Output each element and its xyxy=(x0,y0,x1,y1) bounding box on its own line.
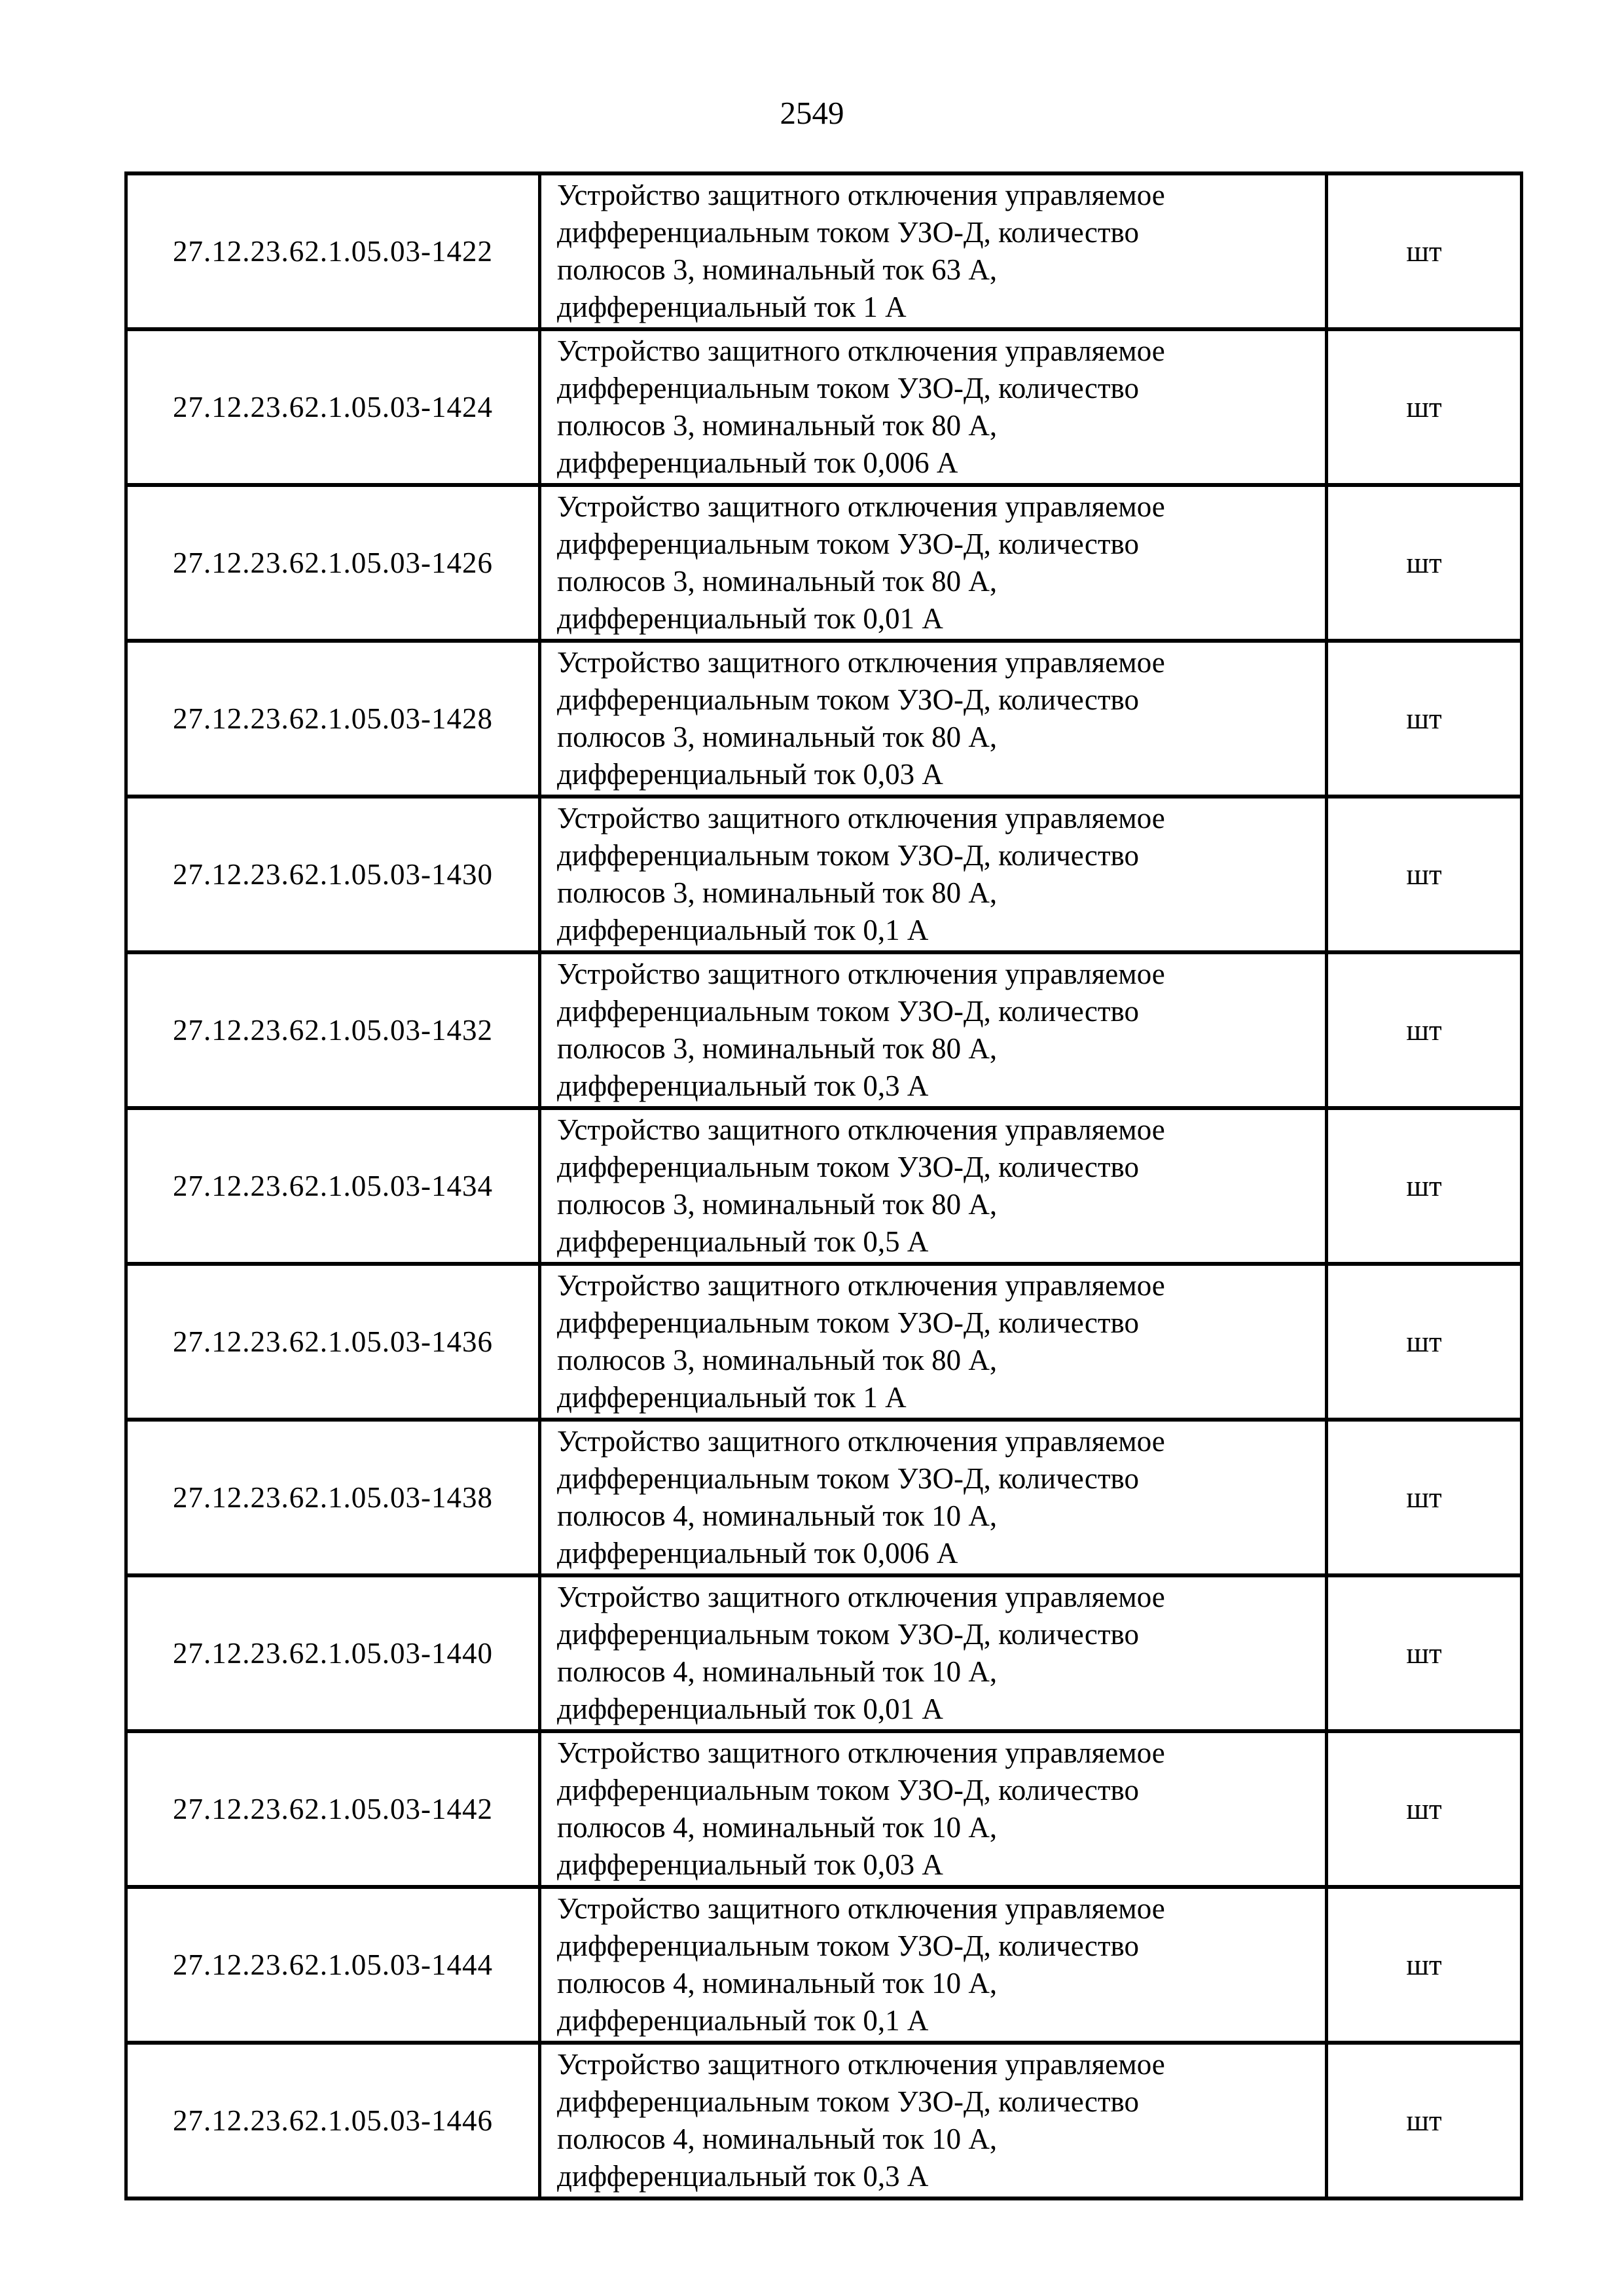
row-unit-cell: шт xyxy=(1325,1729,1523,1889)
table-row: 27.12.23.62.1.05.03-1432 Устройство защи… xyxy=(124,950,1523,1110)
row-description-cell: Устройство защитного отключения управляе… xyxy=(538,1573,1328,1733)
row-code-cell: 27.12.23.62.1.05.03-1432 xyxy=(124,950,541,1110)
row-description-cell: Устройство защитного отключения управляе… xyxy=(538,1418,1328,1577)
row-code-cell: 27.12.23.62.1.05.03-1438 xyxy=(124,1418,541,1577)
page-number: 2549 xyxy=(780,95,844,131)
table-row: 27.12.23.62.1.05.03-1422 Устройство защи… xyxy=(124,171,1523,331)
row-code-cell: 27.12.23.62.1.05.03-1440 xyxy=(124,1573,541,1733)
row-code-cell: 27.12.23.62.1.05.03-1428 xyxy=(124,639,541,798)
table-row: 27.12.23.62.1.05.03-1444 Устройство защи… xyxy=(124,1885,1523,2045)
row-unit-cell: шт xyxy=(1325,171,1523,331)
row-code-cell: 27.12.23.62.1.05.03-1422 xyxy=(124,171,541,331)
row-unit-cell: шт xyxy=(1325,2041,1523,2200)
row-description-cell: Устройство защитного отключения управляе… xyxy=(538,1262,1328,1422)
row-description-cell: Устройство защитного отключения управляе… xyxy=(538,2041,1328,2200)
table-row: 27.12.23.62.1.05.03-1446 Устройство защи… xyxy=(124,2041,1523,2200)
row-description-cell: Устройство защитного отключения управляе… xyxy=(538,795,1328,954)
row-unit-cell: шт xyxy=(1325,327,1523,487)
row-unit-cell: шт xyxy=(1325,950,1523,1110)
table-row: 27.12.23.62.1.05.03-1426 Устройство защи… xyxy=(124,483,1523,643)
row-unit-cell: шт xyxy=(1325,1885,1523,2045)
table-row: 27.12.23.62.1.05.03-1428 Устройство защи… xyxy=(124,639,1523,798)
table-row: 27.12.23.62.1.05.03-1438 Устройство защи… xyxy=(124,1418,1523,1577)
row-description-cell: Устройство защитного отключения управляе… xyxy=(538,950,1328,1110)
row-code-cell: 27.12.23.62.1.05.03-1446 xyxy=(124,2041,541,2200)
table-row: 27.12.23.62.1.05.03-1442 Устройство защи… xyxy=(124,1729,1523,1889)
row-code-cell: 27.12.23.62.1.05.03-1444 xyxy=(124,1885,541,2045)
table-row: 27.12.23.62.1.05.03-1430 Устройство защи… xyxy=(124,795,1523,954)
row-unit-cell: шт xyxy=(1325,483,1523,643)
row-unit-cell: шт xyxy=(1325,795,1523,954)
row-unit-cell: шт xyxy=(1325,1262,1523,1422)
row-description-cell: Устройство защитного отключения управляе… xyxy=(538,1106,1328,1266)
table-row: 27.12.23.62.1.05.03-1424 Устройство защи… xyxy=(124,327,1523,487)
row-description-cell: Устройство защитного отключения управляе… xyxy=(538,483,1328,643)
row-unit-cell: шт xyxy=(1325,1418,1523,1577)
row-code-cell: 27.12.23.62.1.05.03-1424 xyxy=(124,327,541,487)
row-unit-cell: шт xyxy=(1325,1573,1523,1733)
table-row: 27.12.23.62.1.05.03-1434 Устройство защи… xyxy=(124,1106,1523,1266)
row-unit-cell: шт xyxy=(1325,1106,1523,1266)
row-code-cell: 27.12.23.62.1.05.03-1436 xyxy=(124,1262,541,1422)
row-description-cell: Устройство защитного отключения управляе… xyxy=(538,171,1328,331)
row-code-cell: 27.12.23.62.1.05.03-1430 xyxy=(124,795,541,954)
row-description-cell: Устройство защитного отключения управляе… xyxy=(538,1885,1328,2045)
price-table: 27.12.23.62.1.05.03-1422 Устройство защи… xyxy=(124,171,1523,2200)
row-description-cell: Устройство защитного отключения управляе… xyxy=(538,639,1328,798)
row-description-cell: Устройство защитного отключения управляе… xyxy=(538,327,1328,487)
row-code-cell: 27.12.23.62.1.05.03-1442 xyxy=(124,1729,541,1889)
price-table-body: 27.12.23.62.1.05.03-1422 Устройство защи… xyxy=(124,171,1523,2200)
table-row: 27.12.23.62.1.05.03-1436 Устройство защи… xyxy=(124,1262,1523,1422)
row-code-cell: 27.12.23.62.1.05.03-1426 xyxy=(124,483,541,643)
row-unit-cell: шт xyxy=(1325,639,1523,798)
row-description-cell: Устройство защитного отключения управляе… xyxy=(538,1729,1328,1889)
row-code-cell: 27.12.23.62.1.05.03-1434 xyxy=(124,1106,541,1266)
table-row: 27.12.23.62.1.05.03-1440 Устройство защи… xyxy=(124,1573,1523,1733)
